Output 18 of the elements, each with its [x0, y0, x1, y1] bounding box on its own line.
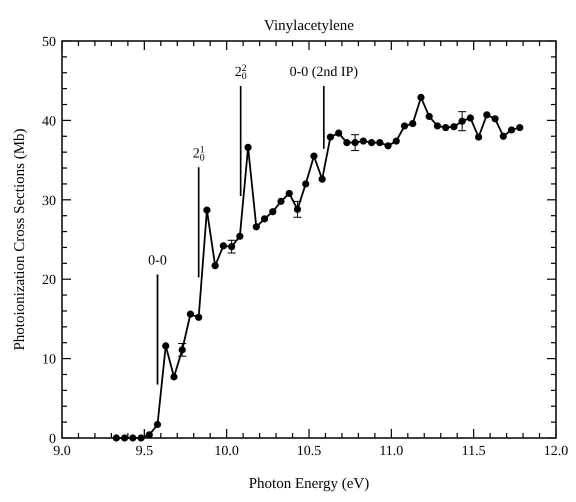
y-tick-label: 0: [49, 432, 56, 447]
y-tick-label: 30: [42, 194, 56, 209]
y-tick-label: 50: [42, 35, 56, 50]
x-tick-label: 10.5: [296, 444, 322, 459]
x-tick-label: 9.0: [53, 444, 71, 459]
x-tick-label: 11.0: [379, 444, 404, 459]
x-tick-label: 12.0: [544, 444, 568, 459]
y-tick-label: 40: [42, 114, 56, 130]
x-tick-label: 10.0: [214, 444, 239, 459]
chart-title: Vinylacetylene: [264, 18, 354, 34]
x-tick-label: 9.5: [136, 444, 154, 459]
annotation: 0-0: [148, 254, 167, 268]
x-tick-label: 11.5: [462, 444, 486, 459]
annotation: 0-0 (2nd IP): [290, 65, 358, 80]
x-axis-title: Photon Energy (eV): [248, 476, 370, 492]
y-tick-label: 10: [42, 352, 56, 368]
y-tick-label: 20: [42, 273, 56, 288]
y-axis-title: Photoionization Cross Sections (Mb): [12, 128, 28, 351]
